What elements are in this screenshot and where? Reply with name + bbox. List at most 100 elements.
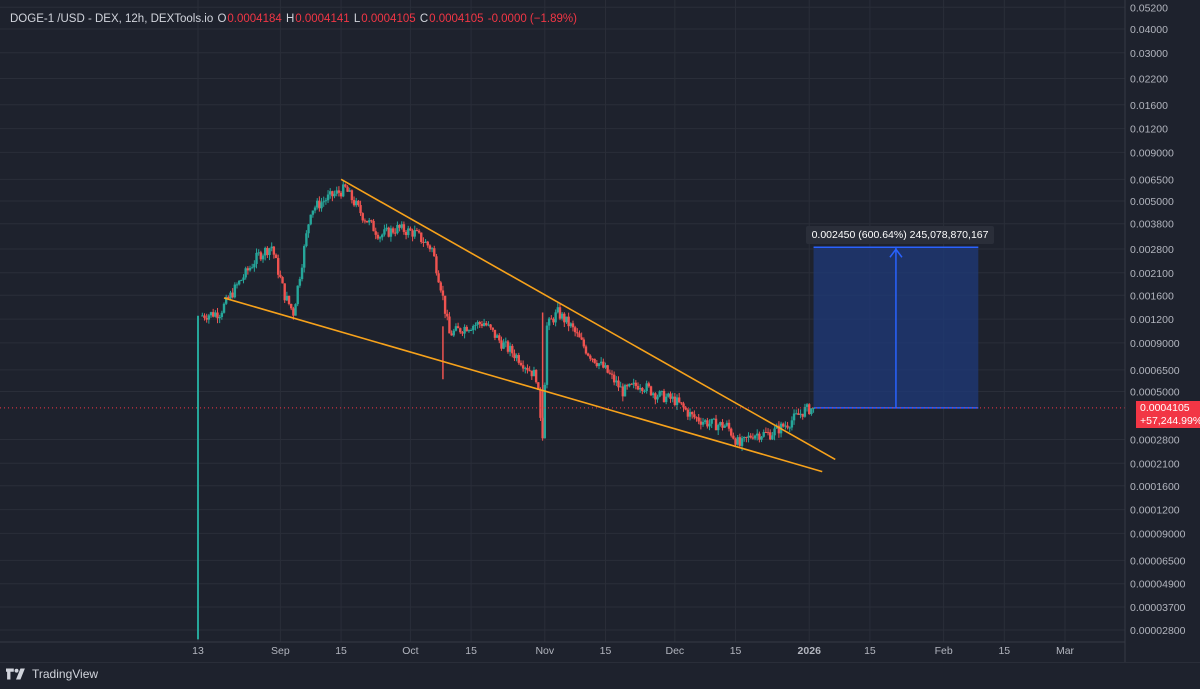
candle-body [717, 425, 720, 431]
candle-body [240, 280, 243, 282]
candle-body [422, 241, 425, 243]
y-tick-label: 0.0002800 [1130, 435, 1180, 447]
y-tick-label: 0.0005000 [1130, 387, 1180, 399]
candle-body [459, 328, 462, 333]
candle-body [359, 205, 362, 214]
y-tick-label: 0.02200 [1130, 73, 1168, 85]
trendline[interactable] [340, 178, 836, 461]
candle-body [201, 315, 204, 317]
trendlines[interactable] [223, 178, 836, 473]
candle-body [641, 388, 644, 392]
candle-body [205, 318, 208, 320]
candle-body [530, 370, 533, 377]
candle-body [376, 234, 380, 239]
candle-body [268, 248, 271, 256]
candle-body [411, 230, 414, 237]
price-range-tool[interactable] [813, 246, 979, 409]
x-tick-label: Nov [535, 645, 554, 657]
candle-body [290, 303, 293, 309]
candle-body [218, 316, 221, 319]
candle-body [404, 231, 408, 236]
x-tick-label: Feb [935, 645, 953, 657]
candle-body [521, 365, 525, 369]
price-axis[interactable]: 0.05200 0.04000 0.03000 0.02200 0.01600 0.012… [1124, 0, 1186, 662]
candle-body [231, 292, 234, 298]
candle-body [649, 386, 653, 396]
candle-body [214, 312, 217, 317]
candle-body [621, 386, 625, 397]
y-tick-label: 0.01200 [1130, 124, 1168, 136]
candle-body [677, 397, 681, 403]
y-tick-label: 0.002100 [1130, 268, 1174, 280]
candle-body [352, 200, 356, 206]
candle-body [647, 383, 651, 387]
candle-body [368, 220, 371, 223]
candle-body [688, 412, 692, 417]
candle-body [365, 220, 369, 223]
trendline[interactable] [223, 297, 823, 473]
candle-body [463, 326, 466, 334]
candle-body [599, 361, 603, 364]
candle-body [812, 407, 815, 409]
candle-body [398, 224, 401, 228]
candle-body [782, 423, 785, 427]
candle-body [563, 313, 566, 323]
candle-body [489, 324, 492, 328]
candle-body [730, 428, 733, 436]
candle-body [394, 232, 397, 234]
candle-body [565, 316, 568, 323]
candle-body [625, 385, 629, 387]
candle-body [361, 213, 364, 221]
candle-body [766, 432, 770, 434]
candle-body [725, 422, 729, 426]
candle-body [270, 246, 273, 249]
candle-body [680, 402, 683, 404]
candle-body [721, 422, 724, 428]
candle-body [474, 324, 477, 326]
candle-body [350, 190, 354, 201]
time-axis[interactable]: 13 Sep 15 Oct 15 Nov 15 Dec 15 2026 15 Feb 15 Mar [0, 641, 1125, 657]
candle-body [203, 315, 206, 319]
tradingview-brand[interactable]: TradingView [6, 667, 98, 681]
x-tick-label: 15 [730, 645, 742, 657]
candle-body [224, 296, 228, 304]
candle-body [250, 267, 254, 269]
candle-body [276, 258, 280, 275]
candle-body [719, 422, 722, 426]
symbol-label[interactable]: DOGE-1 /USD - DEX, 12h, DEXTools.io [10, 13, 214, 25]
candle-body [671, 396, 674, 399]
candle-body [480, 323, 484, 326]
candle-body [660, 390, 664, 392]
candle-body [604, 365, 607, 368]
candle-body [433, 248, 436, 257]
candle-body [745, 437, 748, 439]
legend-header: DOGE-1 /USD - DEX, 12h, DEXTools.io O0.0… [10, 13, 578, 25]
candle-body [669, 393, 672, 399]
candle-body [528, 370, 531, 372]
price-range-label[interactable]: 0.002450 (600.64%) 245,078,870,167 [805, 226, 995, 245]
candle-body [792, 413, 796, 421]
candle-body [227, 296, 230, 299]
candle-body [554, 312, 557, 323]
candle-body [407, 228, 410, 236]
candle-body [695, 417, 698, 419]
candle-body [461, 332, 464, 334]
candle-body [701, 421, 705, 425]
candle-body [736, 437, 739, 445]
last-price-tag: 0.0004105 [1136, 400, 1200, 415]
candle-body [634, 382, 638, 386]
candle-body [664, 396, 668, 403]
candle-body [307, 224, 310, 234]
candle-body [242, 277, 245, 281]
candle-body [628, 383, 631, 387]
candle-body [714, 418, 718, 431]
candle-body [222, 303, 226, 313]
y-tick-label: 0.003800 [1130, 219, 1174, 231]
x-tick-label: 15 [600, 645, 612, 657]
candle-body [638, 388, 642, 390]
candle-body [500, 340, 503, 349]
candle-body [567, 316, 570, 327]
candle-body [560, 313, 564, 319]
